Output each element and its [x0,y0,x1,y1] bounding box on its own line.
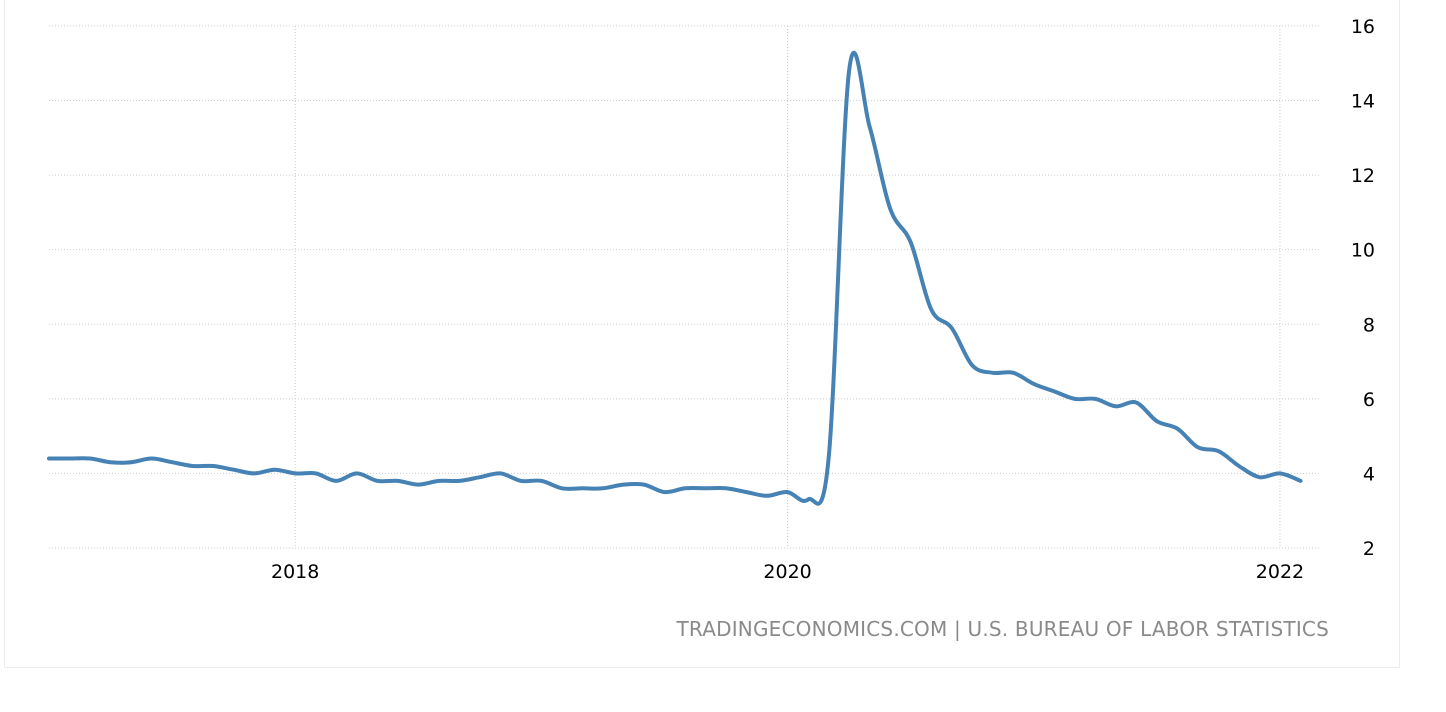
series-layer [47,50,1303,506]
grid-lines [49,25,1321,549]
source-attribution: TRADINGECONOMICS.COM | U.S. BUREAU OF LA… [676,617,1329,641]
series-line [47,50,1303,506]
y-tick-label: 10 [1351,240,1375,262]
y-axis-ticks: 2 4 6 8 10 12 14 16 [1351,16,1375,560]
x-axis-ticks: 2018 2020 2022 [271,561,1304,583]
x-tick-label: 2018 [271,561,319,583]
y-tick-label: 6 [1363,389,1375,411]
y-tick-label: 12 [1351,165,1375,187]
y-tick-label: 8 [1363,314,1375,336]
y-tick-label: 16 [1351,16,1375,38]
chart-panel: 2 4 6 8 10 12 14 16 2018 2020 2022 TRADINGECONOMI… [4,0,1400,668]
y-tick-label: 4 [1363,463,1375,485]
y-tick-label: 14 [1351,91,1375,113]
x-tick-label: 2020 [763,561,811,583]
x-tick-label: 2022 [1256,561,1304,583]
line-chart: 2 4 6 8 10 12 14 16 2018 2020 2022 [47,16,1375,583]
y-tick-label: 2 [1363,538,1375,560]
